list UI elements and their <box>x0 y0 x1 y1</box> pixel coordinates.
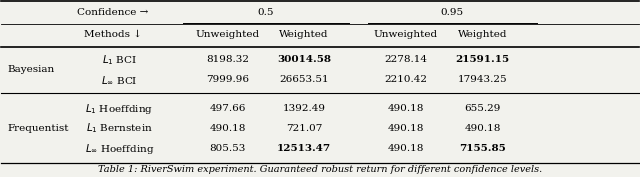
Text: 30014.58: 30014.58 <box>277 55 331 64</box>
Text: 26653.51: 26653.51 <box>279 75 329 84</box>
Text: 721.07: 721.07 <box>286 124 323 133</box>
Text: Weighted: Weighted <box>279 30 329 39</box>
Text: $L_1$ Bernstein: $L_1$ Bernstein <box>86 122 153 135</box>
Text: $L_1$ BCI: $L_1$ BCI <box>102 53 137 67</box>
Text: Unweighted: Unweighted <box>196 30 260 39</box>
Text: 0.5: 0.5 <box>257 8 274 17</box>
Text: 497.66: 497.66 <box>209 104 246 113</box>
Text: Confidence →: Confidence → <box>77 8 148 17</box>
Text: 12513.47: 12513.47 <box>277 144 331 153</box>
Text: 7999.96: 7999.96 <box>206 75 249 84</box>
Text: 490.18: 490.18 <box>388 104 424 113</box>
Text: 490.18: 490.18 <box>209 124 246 133</box>
Text: Bayesian: Bayesian <box>8 65 55 74</box>
Text: 490.18: 490.18 <box>388 144 424 153</box>
Text: 490.18: 490.18 <box>388 124 424 133</box>
Text: 17943.25: 17943.25 <box>458 75 508 84</box>
Text: 0.95: 0.95 <box>440 8 463 17</box>
Text: 2210.42: 2210.42 <box>385 75 428 84</box>
Text: Methods ↓: Methods ↓ <box>84 30 142 39</box>
Text: $L_1$ Hoeffding: $L_1$ Hoeffding <box>85 102 154 116</box>
Text: 8198.32: 8198.32 <box>206 55 249 64</box>
Text: Weighted: Weighted <box>458 30 508 39</box>
Text: Unweighted: Unweighted <box>374 30 438 39</box>
Text: 805.53: 805.53 <box>209 144 246 153</box>
Text: $L_\infty$ BCI: $L_\infty$ BCI <box>101 74 138 86</box>
Text: 7155.85: 7155.85 <box>459 144 506 153</box>
Text: 21591.15: 21591.15 <box>456 55 509 64</box>
Text: Frequentist: Frequentist <box>8 124 69 133</box>
Text: $L_\infty$ Hoeffding: $L_\infty$ Hoeffding <box>84 142 154 156</box>
Text: 490.18: 490.18 <box>464 124 500 133</box>
Text: 2278.14: 2278.14 <box>385 55 428 64</box>
Text: 655.29: 655.29 <box>464 104 500 113</box>
Text: 1392.49: 1392.49 <box>283 104 326 113</box>
Text: Table 1: RiverSwim experiment. Guaranteed robust return for different confidence: Table 1: RiverSwim experiment. Guarantee… <box>98 165 542 174</box>
